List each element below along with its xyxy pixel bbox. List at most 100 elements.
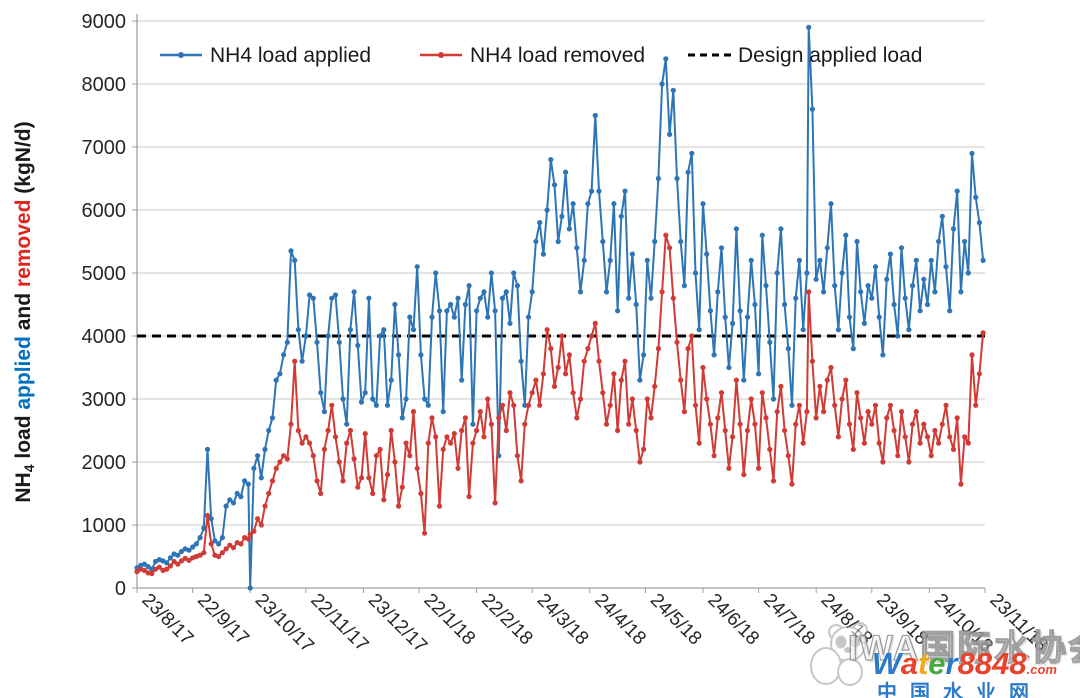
data-point-marker [234, 490, 240, 497]
data-point-marker [813, 276, 819, 282]
data-point-marker [525, 402, 532, 408]
x-tick-label: 23/8/17 [137, 590, 197, 650]
data-point-marker [466, 494, 472, 500]
data-point-marker [770, 478, 777, 484]
data-point-marker [219, 550, 225, 556]
data-point-marker [204, 446, 211, 452]
data-point-marker [522, 421, 528, 427]
data-point-marker [295, 427, 301, 434]
data-point-marker [928, 257, 934, 263]
x-tick-label: 23/9/18 [872, 590, 932, 650]
data-point-marker [384, 402, 391, 408]
data-point-marker [600, 238, 606, 245]
data-point-marker [451, 314, 457, 320]
data-point-marker [149, 566, 155, 572]
data-point-marker [537, 220, 543, 226]
data-point-marker [692, 270, 699, 276]
data-point-marker [351, 456, 357, 462]
x-tick-label: 22/11/17 [306, 590, 372, 656]
data-point-marker [362, 390, 368, 396]
data-point-marker [733, 226, 740, 232]
data-point-marker [429, 415, 435, 421]
data-point-marker [973, 402, 979, 408]
data-point-marker [518, 358, 524, 364]
data-point-marker [704, 251, 710, 257]
data-point-marker [774, 409, 780, 415]
data-point-marker [689, 333, 695, 339]
data-point-marker [869, 421, 875, 427]
data-point-marker [178, 558, 185, 564]
data-point-marker [258, 475, 264, 481]
data-point-marker [806, 24, 812, 30]
data-point-marker [667, 131, 673, 137]
data-point-marker [507, 390, 513, 396]
data-point-marker [292, 257, 298, 263]
data-point-marker [615, 308, 621, 314]
data-point-marker [566, 226, 573, 232]
data-point-marker [592, 320, 598, 326]
data-point-marker [592, 112, 598, 119]
data-point-marker [262, 446, 268, 452]
data-point-marker [603, 289, 610, 295]
data-point-marker [492, 500, 498, 506]
data-point-marker [846, 421, 853, 427]
data-point-marker [533, 377, 539, 383]
data-point-marker [817, 257, 823, 263]
legend-item: NH4 load removed [420, 44, 645, 67]
data-point-marker [618, 213, 624, 219]
data-point-marker [407, 453, 413, 459]
data-point-marker [373, 402, 379, 408]
data-point-marker [292, 358, 298, 364]
data-point-marker [511, 402, 517, 408]
data-point-marker [392, 301, 398, 308]
data-point-marker [347, 327, 353, 333]
y-tick-label: 7000 [82, 137, 127, 159]
data-point-marker [529, 289, 535, 295]
data-point-marker [872, 402, 879, 408]
x-tick-label: 23/10/17 [251, 590, 318, 657]
data-point-marker [366, 295, 372, 301]
data-point-marker [418, 352, 424, 358]
data-point-marker [399, 484, 405, 490]
data-point-marker [555, 238, 561, 245]
data-point-marker [577, 396, 584, 402]
data-point-marker [759, 390, 765, 396]
data-point-marker [763, 283, 769, 289]
data-point-marker [303, 333, 309, 339]
data-point-marker [596, 188, 602, 194]
data-point-marker [748, 396, 754, 402]
data-point-marker [462, 301, 468, 308]
data-point-marker [670, 295, 676, 301]
data-point-marker [284, 456, 290, 462]
data-point-marker [488, 421, 494, 427]
data-point-marker [223, 503, 229, 509]
data-point-marker [718, 390, 725, 396]
data-point-marker [839, 396, 845, 402]
data-point-marker [585, 201, 591, 207]
data-point-marker [674, 339, 680, 345]
data-point-marker [544, 207, 550, 213]
data-point-marker [887, 251, 894, 257]
data-point-marker [332, 434, 339, 440]
data-point-marker [913, 409, 919, 415]
data-point-marker [943, 402, 949, 408]
data-point-marker [936, 238, 942, 245]
data-point-marker [670, 87, 676, 93]
data-point-marker [436, 308, 443, 314]
data-point-marker [485, 314, 491, 320]
data-point-marker [388, 377, 394, 383]
data-point-marker [778, 226, 784, 232]
data-point-marker [835, 434, 842, 440]
data-point-marker [813, 415, 819, 421]
data-point-marker [186, 557, 192, 563]
data-point-marker [156, 564, 162, 570]
data-point-marker [718, 245, 725, 251]
data-point-marker [273, 377, 279, 383]
data-point-marker [832, 402, 838, 408]
data-point-marker [824, 377, 830, 383]
data-point-marker [245, 536, 251, 542]
data-point-marker [403, 396, 409, 402]
data-point-marker [444, 308, 450, 314]
data-point-marker [648, 415, 654, 421]
data-point-marker [733, 377, 740, 383]
